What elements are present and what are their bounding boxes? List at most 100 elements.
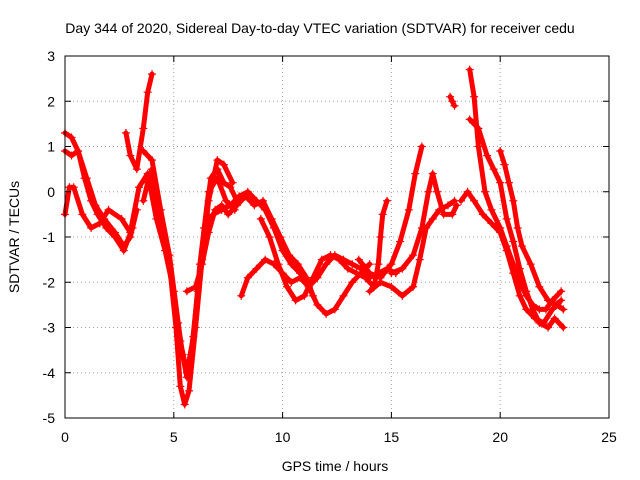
- data-point-marker: [282, 282, 291, 291]
- series-track-3: [61, 147, 137, 255]
- data-point-marker: [228, 178, 237, 187]
- data-point-marker: [433, 187, 442, 196]
- data-point-marker: [317, 255, 326, 264]
- data-point-marker: [200, 223, 209, 232]
- data-point-marker: [176, 382, 185, 391]
- data-point-marker: [191, 323, 200, 332]
- data-point-marker: [226, 183, 235, 192]
- data-point-marker: [132, 205, 141, 214]
- data-point-marker: [348, 278, 357, 287]
- data-point-marker: [522, 287, 531, 296]
- data-point-marker: [513, 223, 522, 232]
- data-point-marker: [250, 201, 259, 210]
- data-point-marker: [559, 305, 568, 314]
- data-point-marker: [487, 205, 496, 214]
- data-point-marker: [261, 205, 270, 214]
- data-point-marker: [361, 273, 370, 282]
- data-point-marker: [326, 251, 335, 260]
- y-tick-label: 2: [47, 93, 55, 109]
- data-point-marker: [387, 260, 396, 269]
- data-point-marker: [243, 187, 252, 196]
- series-line: [467, 116, 566, 330]
- data-point-marker: [374, 260, 383, 269]
- data-point-marker: [409, 282, 418, 291]
- data-point-marker: [171, 323, 180, 332]
- data-point-marker: [428, 214, 437, 223]
- data-point-marker: [509, 237, 518, 246]
- data-point-marker: [219, 178, 228, 187]
- data-point-marker: [496, 228, 505, 237]
- chart-title: Day 344 of 2020, Sidereal Day-to-day VTE…: [65, 20, 574, 36]
- data-point-marker: [78, 210, 87, 219]
- data-point-marker: [383, 196, 392, 205]
- data-point-marker: [287, 278, 296, 287]
- data-point-marker: [365, 269, 374, 278]
- data-point-marker: [87, 196, 96, 205]
- data-point-marker: [291, 296, 300, 305]
- data-point-marker: [69, 183, 78, 192]
- series-line: [201, 189, 373, 317]
- data-point-marker: [330, 305, 339, 314]
- data-point-marker: [446, 92, 455, 101]
- data-point-marker: [515, 291, 524, 300]
- data-point-marker: [478, 210, 487, 219]
- data-point-marker: [365, 287, 374, 296]
- data-point-marker: [515, 264, 524, 273]
- data-point-marker: [74, 147, 83, 156]
- data-point-marker: [252, 196, 261, 205]
- data-point-marker: [439, 210, 448, 219]
- data-point-marker: [222, 196, 231, 205]
- data-point-marker: [489, 165, 498, 174]
- data-point-marker: [352, 269, 361, 278]
- data-point-marker: [552, 300, 561, 309]
- data-point-marker: [217, 205, 226, 214]
- data-point-marker: [67, 151, 76, 160]
- data-point-marker: [139, 147, 148, 156]
- data-point-marker: [191, 282, 200, 291]
- data-point-marker: [121, 128, 130, 137]
- data-point-marker: [219, 160, 228, 169]
- data-point-marker: [487, 219, 496, 228]
- data-point-marker: [80, 174, 89, 183]
- data-point-marker: [517, 242, 526, 251]
- data-point-marker: [278, 246, 287, 255]
- series-track-7: [182, 192, 318, 300]
- data-point-marker: [559, 323, 568, 332]
- data-point-marker: [474, 124, 483, 133]
- data-point-marker: [496, 178, 505, 187]
- y-tick-label: -4: [43, 365, 56, 381]
- axis-ticks: 0 5 10 15 20 25 -5 -4 -3 -2 -1 0 1 2 3: [43, 48, 617, 445]
- data-point-marker: [443, 201, 452, 210]
- data-point-marker: [156, 214, 165, 223]
- data-point-marker: [504, 178, 513, 187]
- data-point-marker: [417, 223, 426, 232]
- data-point-marker: [243, 273, 252, 282]
- data-point-marker: [378, 210, 387, 219]
- data-point-marker: [415, 255, 424, 264]
- y-tick-label: -1: [43, 229, 56, 245]
- data-point-marker: [269, 223, 278, 232]
- data-point-marker: [111, 233, 120, 241]
- series-line: [140, 148, 240, 380]
- data-point-marker: [522, 305, 531, 314]
- series-line: [258, 198, 390, 303]
- series-track-10: [256, 196, 392, 305]
- data-point-marker: [544, 296, 553, 305]
- data-point-marker: [148, 70, 157, 79]
- data-point-marker: [354, 255, 363, 264]
- y-tick-label: -3: [43, 320, 56, 336]
- data-point-marker: [309, 273, 318, 282]
- series-track-18: [446, 92, 459, 110]
- data-point-marker: [550, 314, 559, 323]
- data-point-marker: [148, 165, 157, 174]
- data-point-marker: [428, 169, 437, 178]
- data-point-marker: [500, 160, 509, 169]
- data-point-marker: [411, 169, 420, 178]
- series-line: [123, 71, 155, 172]
- series-track-8: [200, 187, 374, 318]
- data-point-marker: [287, 260, 296, 269]
- data-point-marker: [226, 201, 235, 210]
- data-point-marker: [296, 273, 305, 282]
- data-point-marker: [139, 124, 148, 133]
- data-point-marker: [67, 133, 76, 142]
